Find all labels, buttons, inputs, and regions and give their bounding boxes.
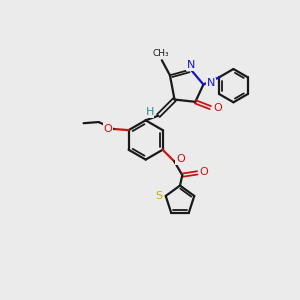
Text: O: O (176, 154, 185, 164)
Text: O: O (103, 124, 112, 134)
Text: H: H (146, 107, 154, 117)
Text: O: O (200, 167, 208, 177)
Text: N: N (207, 78, 215, 88)
Text: O: O (213, 103, 222, 112)
Text: S: S (156, 191, 163, 201)
Text: N: N (187, 60, 195, 70)
Text: CH₃: CH₃ (152, 49, 169, 58)
